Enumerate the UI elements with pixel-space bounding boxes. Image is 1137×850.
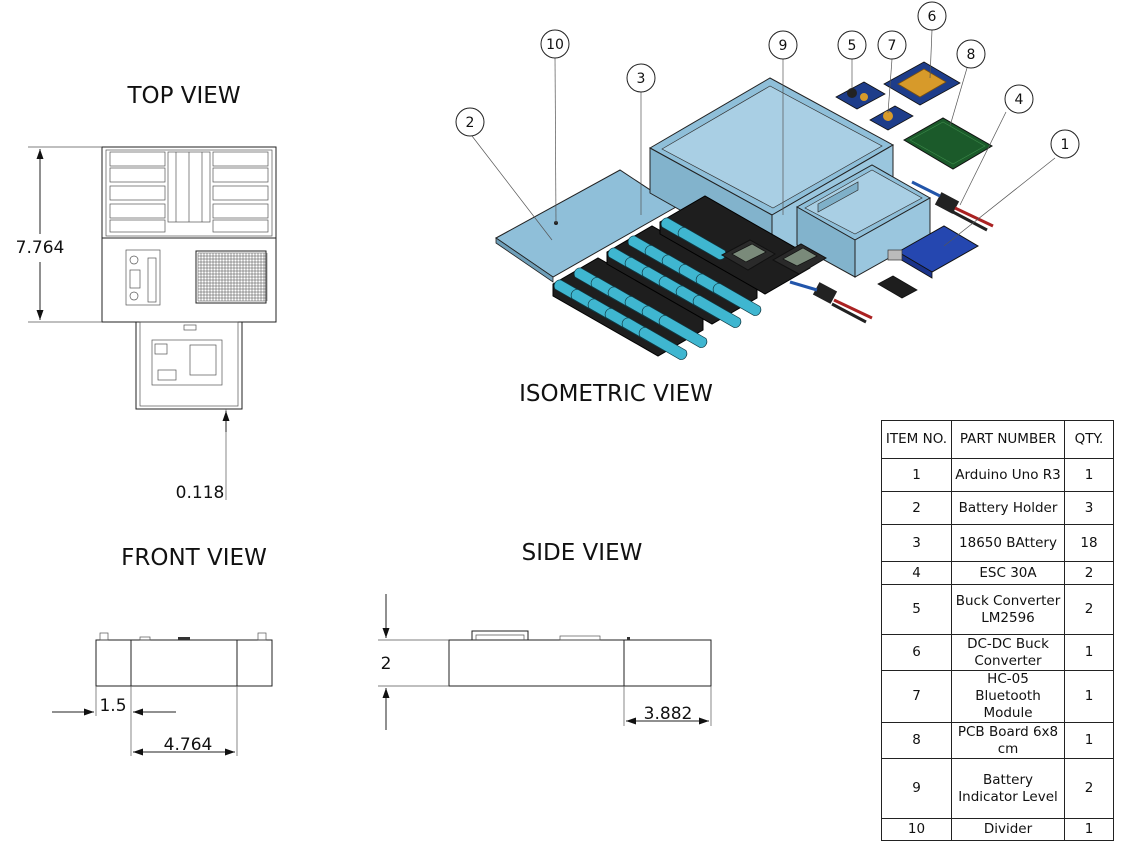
bom-part: PCB Board 6x8 cm [951, 722, 1065, 759]
bom-item: 8 [881, 722, 952, 759]
table-row: 3 18650 BAttery 18 [881, 524, 1114, 562]
bom-item: 3 [881, 524, 952, 562]
side-height-dimension: 2 [381, 654, 392, 674]
balloon-1-label: 1 [1061, 137, 1070, 153]
balloon-6-label: 6 [928, 9, 937, 25]
balloon-5: 5 [837, 30, 867, 60]
battery-cell [712, 283, 762, 316]
table-row: 4 ESC 30A 2 [881, 561, 1114, 585]
top-view-drawing [28, 146, 277, 500]
bom-qty: 1 [1064, 670, 1114, 723]
bom-qty: 3 [1064, 491, 1114, 525]
bom-part: Battery Indicator Level [951, 758, 1065, 819]
balloon-10-label: 10 [546, 37, 564, 53]
balloon-8: 8 [956, 39, 986, 69]
bom-part: HC-05 Bluetooth Module [951, 670, 1065, 723]
balloon-9-label: 9 [779, 38, 788, 54]
top-view-title: TOP VIEW [126, 83, 240, 109]
top-offset-dimension: 0.118 [176, 483, 225, 503]
battery-holder [552, 257, 708, 360]
balloon-7-label: 7 [888, 38, 897, 54]
bom-qty: 2 [1064, 584, 1114, 635]
bom-item: 1 [881, 458, 952, 492]
table-row: 10 Divider 1 [881, 818, 1114, 841]
balloon-9: 9 [768, 30, 798, 60]
bom-part: ESC 30A [951, 561, 1065, 585]
balloon-8-label: 8 [967, 47, 976, 63]
balloon-1: 1 [1050, 129, 1080, 159]
bom-part: Arduino Uno R3 [951, 458, 1065, 492]
front-view-drawing [52, 632, 273, 756]
balloon-3-label: 3 [637, 71, 646, 87]
bom-part: Battery Holder [951, 491, 1065, 525]
balloon-5-label: 5 [848, 38, 857, 54]
front-view-title: FRONT VIEW [121, 545, 267, 571]
top-height-dimension: 7.764 [16, 238, 65, 258]
bom-item: 6 [881, 634, 952, 671]
balloon-2: 2 [455, 107, 485, 137]
balloon-10: 10 [540, 29, 570, 59]
bom-part: DC-DC Buck Converter [951, 634, 1065, 671]
bom-qty: 2 [1064, 561, 1114, 585]
table-row: 6 DC-DC Buck Converter 1 [881, 634, 1114, 671]
table-row: 9 Battery Indicator Level 2 [881, 758, 1114, 819]
front-left-dimension: 1.5 [99, 696, 126, 716]
isometric-view-title: ISOMETRIC VIEW [519, 381, 713, 407]
bom-item: 4 [881, 561, 952, 585]
bom-item: 5 [881, 584, 952, 635]
balloon-3: 3 [626, 63, 656, 93]
bom-header-row: ITEM NO. PART NUMBER QTY. [881, 420, 1114, 459]
bom-qty: 18 [1064, 524, 1114, 562]
bom-part: 18650 BAttery [951, 524, 1065, 562]
side-view-title: SIDE VIEW [522, 540, 643, 566]
bom-item: 2 [881, 491, 952, 525]
balloon-7: 7 [877, 30, 907, 60]
front-width-dimension: 4.764 [164, 735, 213, 755]
balloon-4: 4 [1004, 84, 1034, 114]
bom-qty: 1 [1064, 458, 1114, 492]
battery-holder [606, 225, 762, 328]
side-view-drawing [378, 594, 712, 730]
bom-item: 7 [881, 670, 952, 723]
bill-of-materials-table: ITEM NO. PART NUMBER QTY. 1 Arduino Uno … [881, 420, 1114, 841]
bom-qty: 1 [1064, 634, 1114, 671]
battery-cell [692, 295, 742, 328]
bom-part: Divider [951, 818, 1065, 841]
bom-qty: 2 [1064, 758, 1114, 819]
bom-item: 9 [881, 758, 952, 819]
battery-holder [659, 195, 811, 295]
bom-part: Buck Converter LM2596 [951, 584, 1065, 635]
table-row: 2 Battery Holder 3 [881, 491, 1114, 525]
balloon-6: 6 [917, 1, 947, 31]
table-row: 5 Buck Converter LM2596 2 [881, 584, 1114, 635]
battery-cell [658, 315, 708, 348]
bom-qty: 1 [1064, 722, 1114, 759]
battery-cell [638, 327, 688, 360]
table-row: 1 Arduino Uno R3 1 [881, 458, 1114, 492]
balloon-4-label: 4 [1015, 92, 1024, 108]
table-row: 7 HC-05 Bluetooth Module 1 [881, 670, 1114, 723]
bom-header-qty: QTY. [1064, 420, 1114, 459]
table-row: 8 PCB Board 6x8 cm 1 [881, 722, 1114, 759]
bom-header-item: ITEM NO. [881, 420, 952, 459]
isometric-view-drawing [471, 29, 1056, 360]
bom-item: 10 [881, 818, 952, 841]
bom-qty: 1 [1064, 818, 1114, 841]
side-right-dimension: 3.882 [644, 704, 693, 724]
balloon-2-label: 2 [466, 115, 475, 131]
bom-header-part: PART NUMBER [951, 420, 1065, 459]
